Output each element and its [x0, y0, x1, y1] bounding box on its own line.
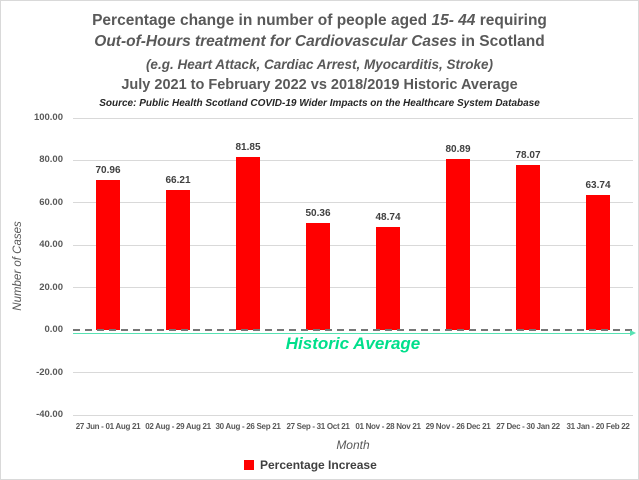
y-tick-label: 20.00 [39, 281, 63, 293]
bar [516, 164, 540, 331]
gridline [73, 244, 633, 246]
bar-value-label: 80.89 [445, 143, 471, 155]
bar [236, 156, 260, 331]
gridline [73, 202, 633, 204]
legend: Percentage Increase [244, 458, 377, 472]
bar [586, 194, 610, 331]
x-tick-label: 27 Dec - 30 Jan 22 [496, 422, 560, 431]
y-tick-label: 100.00 [33, 112, 63, 123]
bar-value-label: 66.21 [165, 174, 191, 186]
chart-source-line: Source: Public Health Scotland COVID-19 … [99, 98, 540, 109]
bar [306, 223, 330, 331]
x-tick-label: 29 Nov - 26 Dec 21 [425, 422, 491, 431]
bar [446, 158, 470, 331]
arrow-right-icon [630, 330, 636, 337]
chart-title-line2: Out-of-Hours treatment for Cardiovascula… [1, 33, 638, 51]
y-tick-label: -40.00 [36, 409, 63, 420]
historic-average-annotation: Historic Average [285, 334, 421, 354]
gridline [73, 287, 633, 289]
title-line2-italic: Out-of-Hours treatment for Cardiovascula… [94, 33, 457, 50]
x-tick-label: 01 Nov - 28 Nov 21 [355, 422, 421, 431]
x-tick-label: 27 Jun - 01 Aug 21 [75, 422, 141, 431]
x-axis-title: Month [336, 438, 370, 452]
bar-value-label: 48.74 [375, 211, 401, 223]
gridline [73, 159, 633, 161]
x-tick-label: 30 Aug - 26 Sep 21 [215, 422, 281, 431]
x-tick-label: 27 Sep - 31 Oct 21 [286, 422, 350, 431]
y-tick-label: 80.00 [39, 154, 63, 166]
zero-baseline-dashed-line [73, 329, 633, 332]
bar [166, 189, 190, 331]
x-axis-tick-labels: 27 Jun - 01 Aug 21 02 Aug - 29 Aug 21 30 A… [73, 422, 633, 436]
bar [376, 226, 400, 331]
legend-red-square-icon [244, 460, 254, 470]
gridline [73, 414, 633, 416]
bar-value-label: 70.96 [95, 164, 121, 176]
title-line1-prefix: Percentage change in number of people ag… [92, 12, 432, 29]
gridline [73, 372, 633, 374]
y-tick-label: 40.00 [39, 239, 63, 251]
bar-value-label: 78.07 [515, 149, 541, 161]
bar-value-label: 50.36 [305, 208, 331, 220]
y-tick-label: -20.00 [36, 366, 63, 378]
x-tick-label: 31 Jan - 20 Feb 22 [566, 422, 630, 431]
gridline [73, 117, 633, 119]
y-tick-label: 60.00 [39, 196, 63, 208]
chart-title-line1: Percentage change in number of people ag… [1, 12, 638, 30]
chart-title-line3: (e.g. Heart Attack, Cardiac Arrest, Myoc… [145, 57, 494, 72]
bar-value-label: 63.74 [585, 179, 611, 191]
plot-area: 70.96 66.21 81.85 50.36 48.74 80.89 78.07 63.74… [73, 117, 636, 416]
historic-average-line [73, 330, 636, 337]
title-line2-suffix: in Scotland [456, 33, 545, 50]
title-line1-suffix: requiring [475, 12, 547, 29]
bar-value-label: 81.85 [235, 141, 261, 153]
chart-title-line4: July 2021 to February 2022 vs 2018/2019 … [121, 77, 518, 93]
bar [96, 179, 120, 331]
title-line1-age-range: 15- 44 [431, 12, 476, 29]
y-axis-tick-labels: 100.00 80.00 60.00 40.00 20.00 0.00 -20.00 -40.… [1, 112, 65, 420]
legend-label: Percentage Increase [260, 458, 377, 472]
x-tick-label: 02 Aug - 29 Aug 21 [145, 422, 211, 431]
y-tick-label: 0.00 [44, 324, 64, 336]
